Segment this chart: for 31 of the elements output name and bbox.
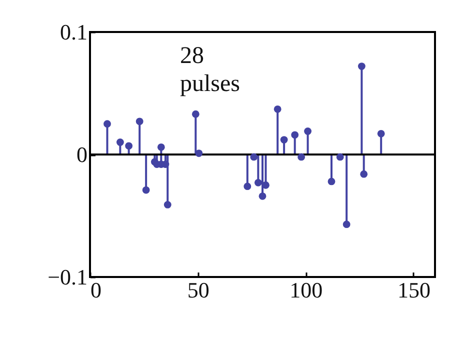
point [291, 131, 299, 139]
y-tick-label: 0.1 [60, 20, 88, 44]
x-tick-label: 100 [290, 278, 323, 302]
point [298, 153, 306, 161]
point [250, 153, 258, 161]
point [336, 153, 344, 161]
point [136, 118, 144, 126]
point [342, 220, 350, 228]
point [125, 142, 133, 150]
annotation: 28 pulses [180, 43, 240, 97]
point [254, 178, 262, 186]
point [195, 150, 203, 157]
point [142, 186, 150, 194]
point [328, 178, 336, 186]
point [377, 130, 385, 138]
point [274, 105, 282, 113]
point [164, 201, 172, 208]
x-tick-label: 50 [187, 278, 210, 302]
y-tick-label: −0.1 [48, 264, 88, 290]
point [116, 138, 124, 146]
point [244, 182, 252, 190]
point [192, 110, 200, 118]
point [304, 128, 312, 135]
point [280, 136, 288, 144]
point [358, 62, 366, 70]
point [157, 143, 165, 151]
y-tick-label: 0 [76, 142, 88, 167]
point [258, 192, 266, 200]
x-tick-label: 150 [397, 278, 430, 302]
point [104, 120, 111, 128]
point [360, 170, 368, 178]
